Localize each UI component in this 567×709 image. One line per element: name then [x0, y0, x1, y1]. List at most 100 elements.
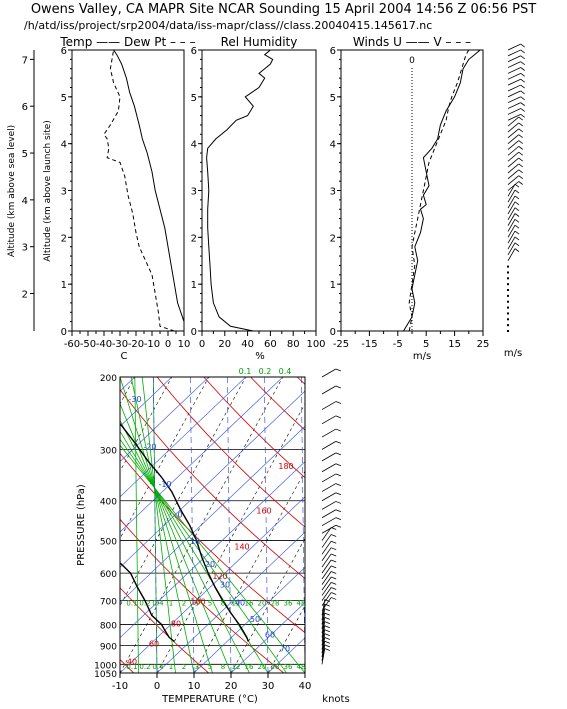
skewt-wind-barb-flag [331, 571, 337, 574]
skewt-mixing-row-label: 20 [258, 600, 267, 608]
wind-barb [507, 49, 521, 57]
skewt-wind-barb [321, 441, 337, 450]
skewt-series-dewpoint [120, 561, 175, 643]
temp-dewpoint-x-tick-label: 0 [165, 339, 171, 350]
skewt-wind-barb [321, 641, 326, 658]
skewt-wind-barb-flag [335, 483, 342, 486]
skewt-wind-barb-flag [331, 559, 337, 563]
skewt-blue-line [156, 531, 305, 673]
skewt-dry-adiabat [0, 377, 59, 673]
skewt-blue-label: 40 [235, 599, 245, 608]
winds-x-tick-label: 15 [448, 339, 461, 350]
skewt-wind-barb [321, 553, 332, 568]
wind-barb-flag [518, 140, 523, 144]
winds-panel-title: Winds U —— V – – – [353, 35, 471, 49]
wind-barb-flag [518, 151, 523, 156]
rel-humidity-x-tick-label: 60 [264, 339, 277, 350]
wind-barb-flag [518, 181, 523, 185]
wind-barb-calm [507, 312, 509, 315]
skewt-wind-barb-flag [331, 576, 337, 580]
skewt-wind-barb-flag [324, 603, 330, 607]
skewt-isotherm [304, 672, 305, 673]
skewt-mixing-line [190, 377, 195, 673]
skewt-wind-barb [321, 385, 337, 395]
skewt-mixing-bottom-label: 28 [271, 663, 280, 671]
wind-barb-flag [514, 219, 520, 223]
wind-barb-calm [507, 324, 509, 327]
skewt-wind-barb [321, 592, 332, 606]
wind-barb-flag [514, 236, 520, 241]
skewt-wind-barb [321, 582, 332, 596]
skewt-wind-barb-flag [324, 608, 330, 612]
temp-dewpoint-y-tick-label: 4 [61, 140, 67, 151]
skewt-blue-line [120, 377, 284, 533]
wind-barb [507, 184, 516, 197]
skewt-mixing-bottom-label: 8 [221, 663, 225, 671]
wind-barb-calm [507, 271, 509, 274]
wind-barb-flag [518, 169, 523, 174]
rel-humidity-frame [201, 49, 317, 332]
skewt-wind-barb-flag [331, 534, 337, 537]
skewt-mixing-row-label: 2 [182, 600, 186, 608]
wind-barb-calm [507, 277, 509, 280]
winds-y-tick-label: 0 [330, 327, 336, 338]
skewt-blue-label: 20 [205, 560, 215, 569]
skewt-blue-line [193, 566, 305, 673]
wind-barb [507, 140, 519, 150]
winds-series-u [403, 49, 481, 332]
skewt-blue-line [267, 637, 305, 673]
skewt-mixing-row-label: 0.2 [139, 600, 150, 608]
rel-humidity-x-tick-label: 40 [241, 339, 254, 350]
skewt-mixing-bottom-label: 2 [182, 663, 186, 671]
skewt-wind-barb-flag [331, 597, 337, 600]
skewt-mixing-row-label: 5 [208, 600, 212, 608]
skewt-wind-barb-flag [335, 415, 342, 419]
winds-barb-unit: m/s [504, 348, 522, 359]
skewt-red-label: 100 [190, 597, 205, 606]
skewt-red-label: 60 [149, 639, 159, 648]
rel-humidity-y-tick-label: 0 [191, 327, 197, 338]
wind-barb [507, 175, 519, 185]
wind-barb-flag [520, 55, 525, 60]
wind-barb [507, 189, 516, 203]
rel-humidity-panel-title: Rel Humidity [221, 35, 298, 49]
skewt-mixing-bottom-label: 48 [297, 663, 306, 671]
wind-barb [507, 72, 521, 80]
skewt-wind-barb [321, 547, 332, 562]
skewt-wind-barb-flag [331, 565, 337, 569]
skewt-moist-adiabat [134, 377, 139, 673]
skewt-blue-line [120, 377, 210, 462]
winds-y-tick-label: 6 [330, 46, 336, 57]
wind-barb [507, 157, 519, 168]
skewt-mixing-row-label: 36 [284, 600, 293, 608]
wind-barb [507, 61, 521, 68]
wind-barb-flag [514, 189, 520, 194]
temp-dewpoint-y-tick-label: 5 [61, 93, 67, 104]
skewt-blue-line [120, 425, 305, 603]
skewt-wind-barb-flag [331, 581, 337, 585]
skewt-x-tick-label: 10 [188, 681, 201, 692]
wind-barb [507, 248, 516, 261]
wind-barb-flag [518, 122, 523, 127]
rel-humidity-y-tick-label: 6 [191, 46, 197, 57]
skewt-wind-barb-flag [331, 587, 337, 590]
skewt-wind-barb-flag [335, 441, 342, 444]
skewt-wind-barb-flag [331, 547, 337, 551]
wind-barb-flag [520, 67, 525, 71]
skewt-isotherm [230, 537, 305, 673]
winds-y-tick-label: 2 [330, 233, 336, 244]
file-path-subtitle: /h/atd/iss/project/srp2004/data/iss-mapr… [24, 19, 433, 32]
rel-humidity-series-rel-humidity [206, 49, 274, 332]
skewt-wind-barb [321, 401, 337, 410]
wind-barb-flag [514, 248, 520, 252]
skewt-wind-barb [321, 637, 326, 654]
skewt-wind-barb-flag [335, 368, 342, 372]
wind-barb [507, 207, 516, 220]
skewt-mixing-top-label: 0.2 [259, 367, 272, 376]
wind-barb [507, 236, 516, 250]
skewt-wind-barb [321, 599, 326, 616]
wind-barb-flag [514, 242, 520, 247]
temp-dewpoint-y-tick-label: 1 [61, 280, 67, 291]
outer-y-tick-label: 7 [22, 55, 28, 66]
